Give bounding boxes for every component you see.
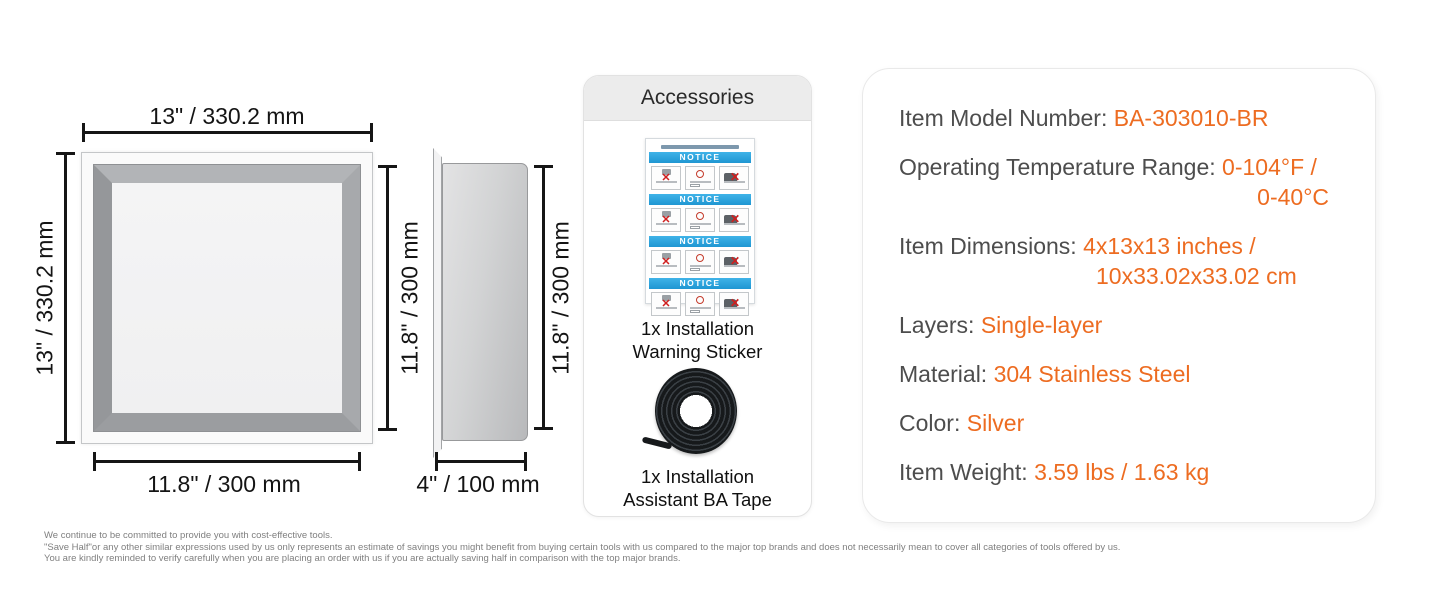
spec-value-weight: 3.59 lbs / 1.63 kg	[1034, 459, 1210, 485]
spec-row-model: Item Model Number: BA-303010-BR	[899, 103, 1341, 133]
accessories-title: Accessories	[584, 76, 811, 121]
notice-bar: NOTICE	[649, 236, 751, 247]
front-inner-height-label: 11.8" / 300 mm	[396, 221, 423, 375]
notice-section: NOTICE ✕ ✕	[649, 194, 751, 234]
spec-row-material: Material: 304 Stainless Steel	[899, 359, 1341, 389]
no-tools-icon: ✕	[719, 292, 749, 316]
front-outer-width-label: 13" / 330.2 mm	[149, 103, 305, 129]
no-shower-icon: ✕	[651, 166, 681, 190]
side-height-label: 11.8" / 300 mm	[547, 221, 574, 375]
notice-bar: NOTICE	[649, 194, 751, 205]
side-depth-dim-line	[435, 452, 527, 471]
niche-inner-frame	[93, 164, 361, 432]
no-tools-icon: ✕	[719, 166, 749, 190]
accessory-item-tape: 1x Installation Assistant BA Tape	[584, 465, 811, 511]
front-inner-height-dim-line	[378, 165, 397, 431]
accessory-tape-line2: Assistant BA Tape	[623, 489, 772, 510]
front-outer-height-dim-line	[56, 152, 75, 444]
installation-warning-sticker-image: NOTICE ✕ ✕ NOTICE	[645, 138, 755, 316]
notice-icon-row: ✕ ✕	[649, 289, 751, 318]
notice-bar: NOTICE	[649, 278, 751, 289]
spec-card: Item Model Number: BA-303010-BR Operatin…	[862, 68, 1376, 523]
accessory-sticker-line2: Warning Sticker	[632, 341, 763, 362]
timer-warning-icon	[685, 166, 715, 190]
spec-label-color: Color:	[899, 410, 967, 436]
no-tools-icon: ✕	[719, 250, 749, 274]
spec-row-color: Color: Silver	[899, 408, 1341, 438]
spec-label-dimensions: Item Dimensions:	[899, 233, 1084, 259]
spec-label-material: Material:	[899, 361, 994, 387]
footer-line-1: We continue to be committed to provide y…	[44, 530, 333, 541]
accessory-tape-line1: 1x Installation	[640, 466, 755, 487]
spec-value-material: 304 Stainless Steel	[993, 361, 1191, 387]
spec-label-temperature: Operating Temperature Range:	[899, 154, 1223, 180]
notice-section: NOTICE ✕ ✕	[649, 278, 751, 318]
accessory-sticker-line1: 1x Installation	[640, 318, 755, 339]
footer-disclaimer: We continue to be committed to provide y…	[44, 530, 1120, 565]
spec-label-model: Item Model Number:	[899, 105, 1114, 131]
no-shower-icon: ✕	[651, 292, 681, 316]
footer-line-2: "Save Half"or any other similar expressi…	[44, 541, 1121, 553]
notice-section: NOTICE ✕ ✕	[649, 236, 751, 276]
notice-bar: NOTICE	[649, 152, 751, 163]
front-inner-width-dim-line	[93, 452, 361, 471]
spec-value-temperature: 0-104°F /	[1222, 154, 1317, 180]
spec-value-temperature-line2: 0-40°C	[1257, 184, 1329, 210]
sticker-header-line	[661, 145, 739, 149]
spec-value-layers: Single-layer	[980, 312, 1103, 338]
ba-tape-coil-image	[655, 368, 737, 454]
spec-row-weight: Item Weight: 3.59 lbs / 1.63 kg	[899, 457, 1341, 487]
front-outer-height-label: 13" / 330.2 mm	[31, 220, 58, 376]
spec-row-layers: Layers: Single-layer	[899, 310, 1341, 340]
no-shower-icon: ✕	[651, 208, 681, 232]
notice-section: NOTICE ✕ ✕	[649, 152, 751, 192]
notice-icon-row: ✕ ✕	[649, 247, 751, 276]
accessory-item-sticker: 1x Installation Warning Sticker	[584, 317, 811, 363]
timer-warning-icon	[685, 250, 715, 274]
spec-label-weight: Item Weight:	[899, 459, 1035, 485]
no-shower-icon: ✕	[651, 250, 681, 274]
accessories-card: Accessories NOTICE ✕ ✕	[583, 75, 812, 517]
spec-row-dimensions: Item Dimensions: 4x13x13 inches / 10x33.…	[899, 231, 1341, 291]
timer-warning-icon	[685, 292, 715, 316]
notice-icon-row: ✕ ✕	[649, 205, 751, 234]
niche-side-flange	[433, 148, 442, 458]
spec-value-dimensions: 4x13x13 inches /	[1083, 233, 1256, 259]
niche-side-body	[442, 163, 528, 441]
spec-value-model: BA-303010-BR	[1113, 105, 1269, 131]
front-outer-width-dim-line	[82, 123, 373, 142]
side-depth-label: 4" / 100 mm	[416, 471, 540, 497]
spec-row-temperature: Operating Temperature Range: 0-104°F / 0…	[899, 152, 1341, 212]
niche-front-view	[81, 152, 373, 444]
no-tools-icon: ✕	[719, 208, 749, 232]
side-height-dim-line	[534, 165, 553, 430]
notice-icon-row: ✕ ✕	[649, 163, 751, 192]
front-inner-width-label: 11.8" / 300 mm	[147, 471, 301, 497]
spec-value-dimensions-line2: 10x33.02x33.02 cm	[1096, 263, 1297, 289]
timer-warning-icon	[685, 208, 715, 232]
footer-line-3: You are kindly reminded to verify carefu…	[44, 553, 681, 564]
spec-label-layers: Layers:	[899, 312, 981, 338]
spec-value-color: Silver	[966, 410, 1025, 436]
